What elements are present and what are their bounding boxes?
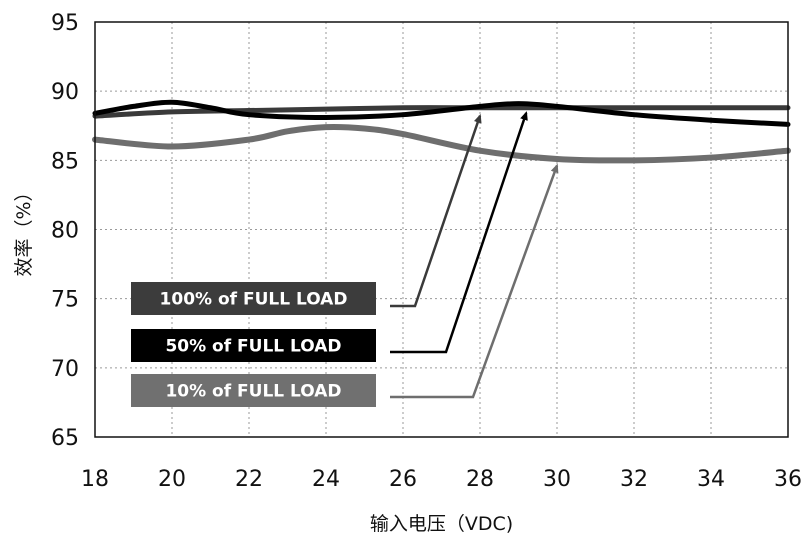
y-tick-label: 95	[51, 11, 79, 36]
x-tick-label: 36	[774, 467, 802, 492]
y-tick-label: 80	[51, 219, 79, 244]
x-tick-label: 28	[466, 467, 494, 492]
x-axis-label: 输入电压（VDC)	[370, 513, 513, 535]
legend-box-1	[131, 282, 376, 315]
legend-arrow-2	[390, 111, 528, 354]
y-tick-label: 75	[51, 288, 79, 313]
series-line-3	[92, 123, 791, 164]
legend-box-3	[131, 374, 376, 407]
x-tick-label: 22	[235, 467, 263, 492]
legend-arrow-1	[390, 113, 482, 308]
legend: 100% of FULL LOAD 50% of FULL LOAD 10% of …	[131, 111, 559, 407]
plot-frame	[94, 21, 789, 438]
series-line-1	[92, 105, 791, 119]
legend-label-1: 100% of FULL LOAD	[160, 290, 348, 310]
y-tick-label: 90	[51, 80, 79, 105]
y-tick-label: 85	[51, 149, 79, 174]
legend-arrow-3	[390, 163, 559, 399]
legend-label-3: 10% of FULL LOAD	[165, 382, 341, 402]
x-tick-label: 24	[312, 467, 340, 492]
x-tick-label: 26	[389, 467, 417, 492]
x-tick-label: 20	[158, 467, 186, 492]
series-line-2	[92, 99, 791, 127]
x-tick-label: 34	[697, 467, 725, 492]
x-tick-label: 32	[620, 467, 648, 492]
y-axis-label: 效率（%）	[13, 182, 35, 276]
y-tick-label: 70	[51, 357, 79, 382]
legend-label-2: 50% of FULL LOAD	[165, 337, 341, 357]
x-tick-label: 18	[81, 467, 109, 492]
tick-labels: 18 20 22 24 26 28 30 32 34 36 65 70 75 80 85 90 95	[51, 11, 802, 492]
x-tick-label: 30	[543, 467, 571, 492]
series-layer	[92, 99, 791, 164]
y-tick-label: 65	[51, 426, 79, 451]
legend-box-2	[131, 329, 376, 362]
